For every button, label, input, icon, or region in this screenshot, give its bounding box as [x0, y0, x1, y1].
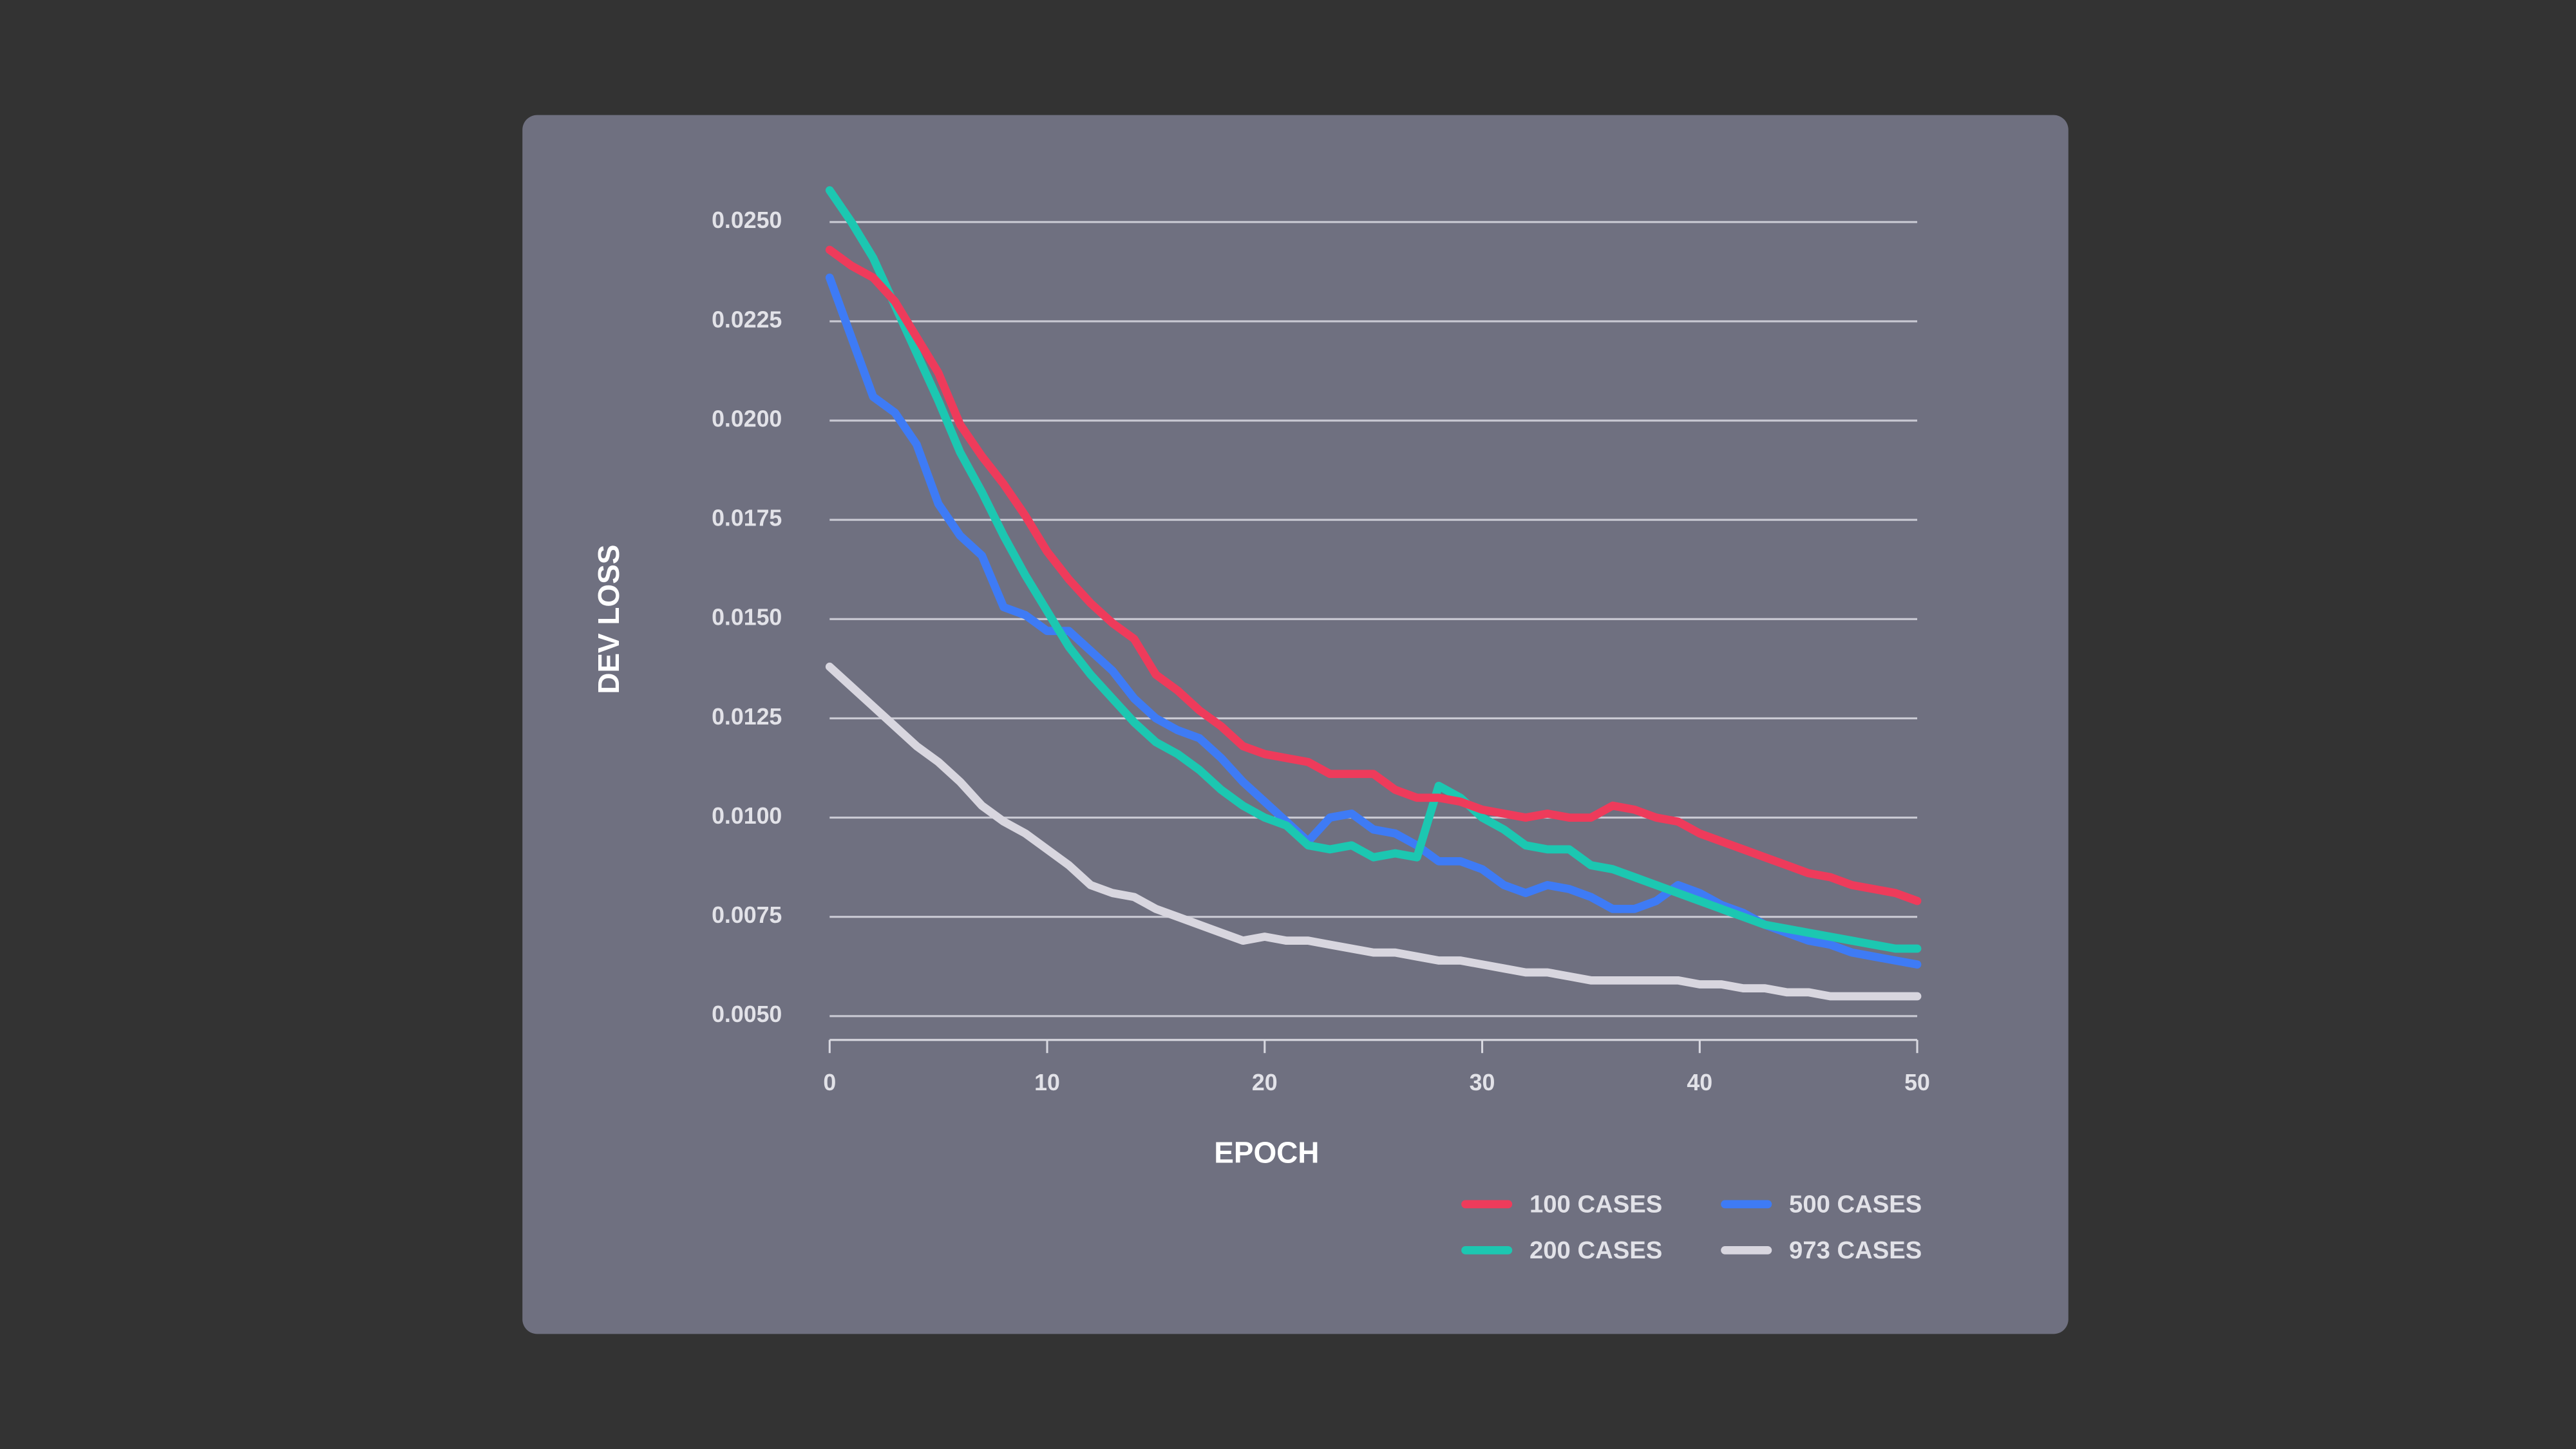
y-tick-label: 0.0075 — [712, 902, 782, 928]
y-tick-label: 0.0250 — [712, 207, 782, 233]
legend-label: 500 CASES — [1789, 1191, 1922, 1218]
y-tick-label: 0.0175 — [712, 506, 782, 531]
x-tick-label: 10 — [1034, 1070, 1060, 1095]
x-tick-label: 0 — [823, 1070, 836, 1095]
y-tick-label: 0.0225 — [712, 307, 782, 332]
x-axis-title: EPOCH — [1214, 1135, 1319, 1169]
y-tick-label: 0.0050 — [712, 1001, 782, 1027]
series-line — [825, 245, 1922, 905]
y-tick-label: 0.0125 — [712, 704, 782, 730]
x-tick-label: 30 — [1470, 1070, 1495, 1095]
series-line — [825, 186, 1922, 953]
legend-label: 200 CASES — [1530, 1236, 1662, 1264]
y-tick-label: 0.0100 — [712, 803, 782, 829]
y-tick-label: 0.0200 — [712, 406, 782, 431]
series-line — [825, 662, 1922, 1001]
x-tick-label: 40 — [1687, 1070, 1712, 1095]
y-tick-label: 0.0150 — [712, 605, 782, 630]
x-tick-label: 20 — [1252, 1070, 1278, 1095]
y-axis-title: DEV LOSS — [592, 545, 625, 694]
legend-label: 100 CASES — [1530, 1191, 1662, 1218]
legend-label: 973 CASES — [1789, 1236, 1922, 1264]
x-tick-label: 50 — [1904, 1070, 1930, 1095]
